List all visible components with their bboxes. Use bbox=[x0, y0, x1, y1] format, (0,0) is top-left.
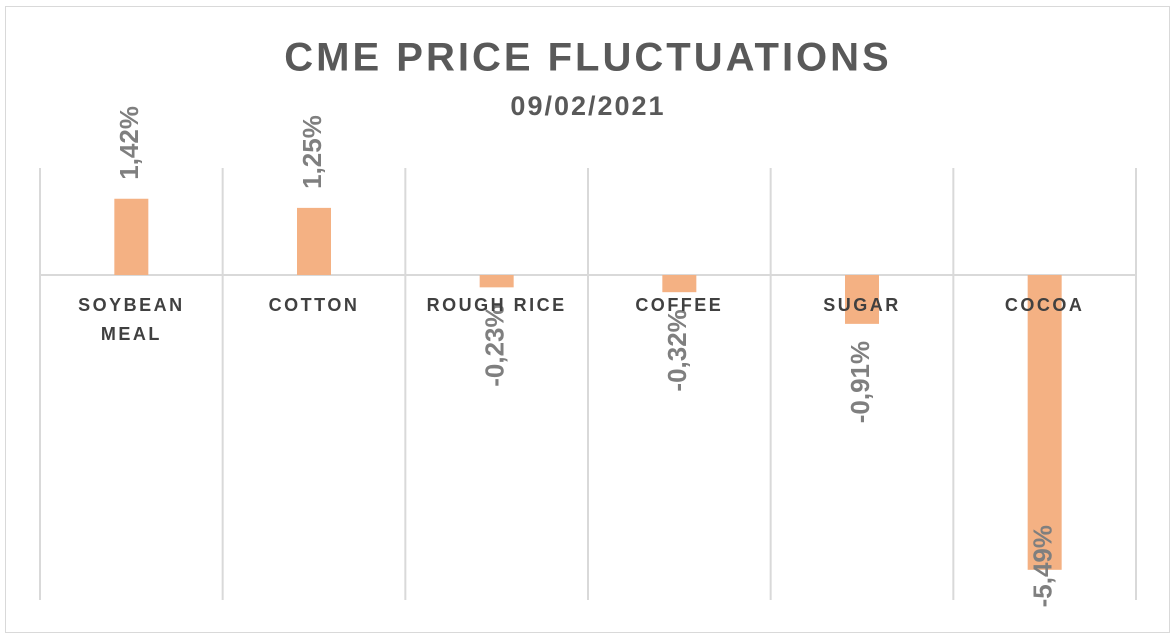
value-label: -0,32% bbox=[662, 309, 692, 391]
bar bbox=[479, 275, 514, 288]
bar bbox=[1027, 275, 1062, 570]
chart-title: CME PRICE FLUCTUATIONS bbox=[284, 36, 891, 80]
x-tick-label: COFFEE bbox=[635, 295, 724, 315]
x-tick-label: SOYBEAN MEAL bbox=[78, 295, 185, 344]
value-label: 1,25% bbox=[297, 115, 327, 189]
x-tick-label: ROUGH RICE bbox=[426, 295, 567, 315]
bar bbox=[114, 198, 149, 275]
bar bbox=[845, 275, 879, 324]
value-label: -0,91% bbox=[845, 341, 875, 423]
value-label: -0,23% bbox=[480, 304, 510, 386]
value-label: 1,42% bbox=[114, 106, 144, 180]
chart-subtitle: 09/02/2021 bbox=[510, 91, 665, 121]
x-tick-label: SUGAR bbox=[823, 295, 901, 315]
bar bbox=[297, 207, 331, 275]
x-tick-label: COCOA bbox=[1004, 295, 1085, 315]
value-label: -5,49% bbox=[1028, 525, 1058, 607]
x-tick-label: COTTON bbox=[268, 295, 360, 315]
bar bbox=[662, 275, 697, 293]
